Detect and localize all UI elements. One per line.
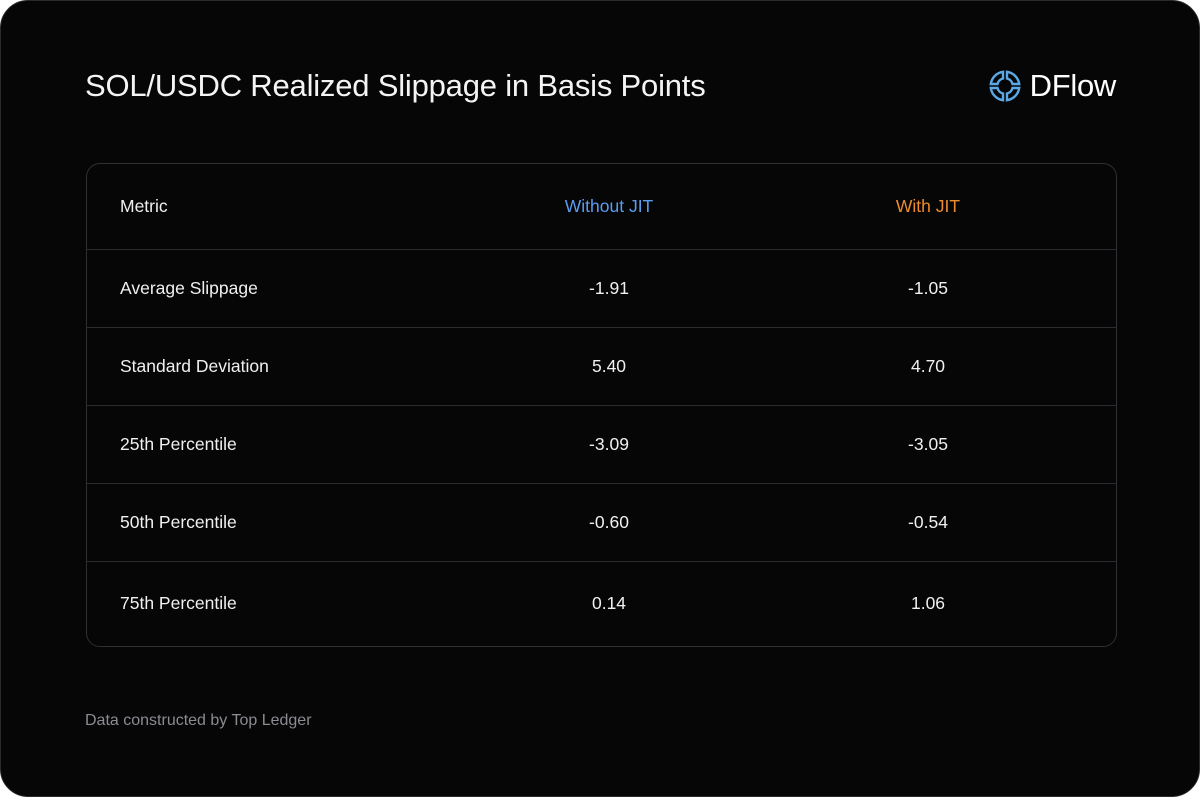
dflow-logo-icon [989,70,1021,102]
row-metric-label: Standard Deviation [87,326,418,405]
row-with-jit-value: 1.06 [800,560,1116,646]
slippage-table: Metric Without JIT With JIT Average Slip… [86,163,1117,647]
row-without-jit-value: -1.91 [418,248,800,327]
table-row: 25th Percentile -3.09 -3.05 [87,404,1116,483]
row-without-jit-value: 0.14 [418,560,800,646]
row-with-jit-value: -0.54 [800,482,1116,561]
row-with-jit-value: -3.05 [800,404,1116,483]
header-without-jit: Without JIT [564,195,654,216]
row-metric-label: 50th Percentile [87,482,418,561]
row-with-jit-value: 4.70 [800,326,1116,405]
table-row: 75th Percentile 0.14 1.06 [87,560,1116,646]
row-metric-label: 75th Percentile [87,560,418,646]
brand-logo: DFlow [988,65,1116,107]
header-with-jit: With JIT [895,195,961,216]
table-row: 50th Percentile -0.60 -0.54 [87,482,1116,561]
row-without-jit-value: 5.40 [418,326,800,405]
chart-title: SOL/USDC Realized Slippage in Basis Poin… [85,68,706,103]
brand-name: DFlow [1029,68,1117,103]
row-metric-label: Average Slippage [87,248,418,327]
row-metric-label: 25th Percentile [87,404,418,483]
table-row: Standard Deviation 5.40 4.70 [87,326,1116,405]
row-without-jit-value: -3.09 [418,404,800,483]
data-source-note: Data constructed by Top Ledger [85,712,312,729]
table-header-row: Metric Without JIT With JIT [87,164,1116,249]
row-without-jit-value: -0.60 [418,482,800,561]
row-with-jit-value: -1.05 [800,248,1116,327]
table-row: Average Slippage -1.91 -1.05 [87,248,1116,327]
header-metric: Metric [120,195,168,216]
